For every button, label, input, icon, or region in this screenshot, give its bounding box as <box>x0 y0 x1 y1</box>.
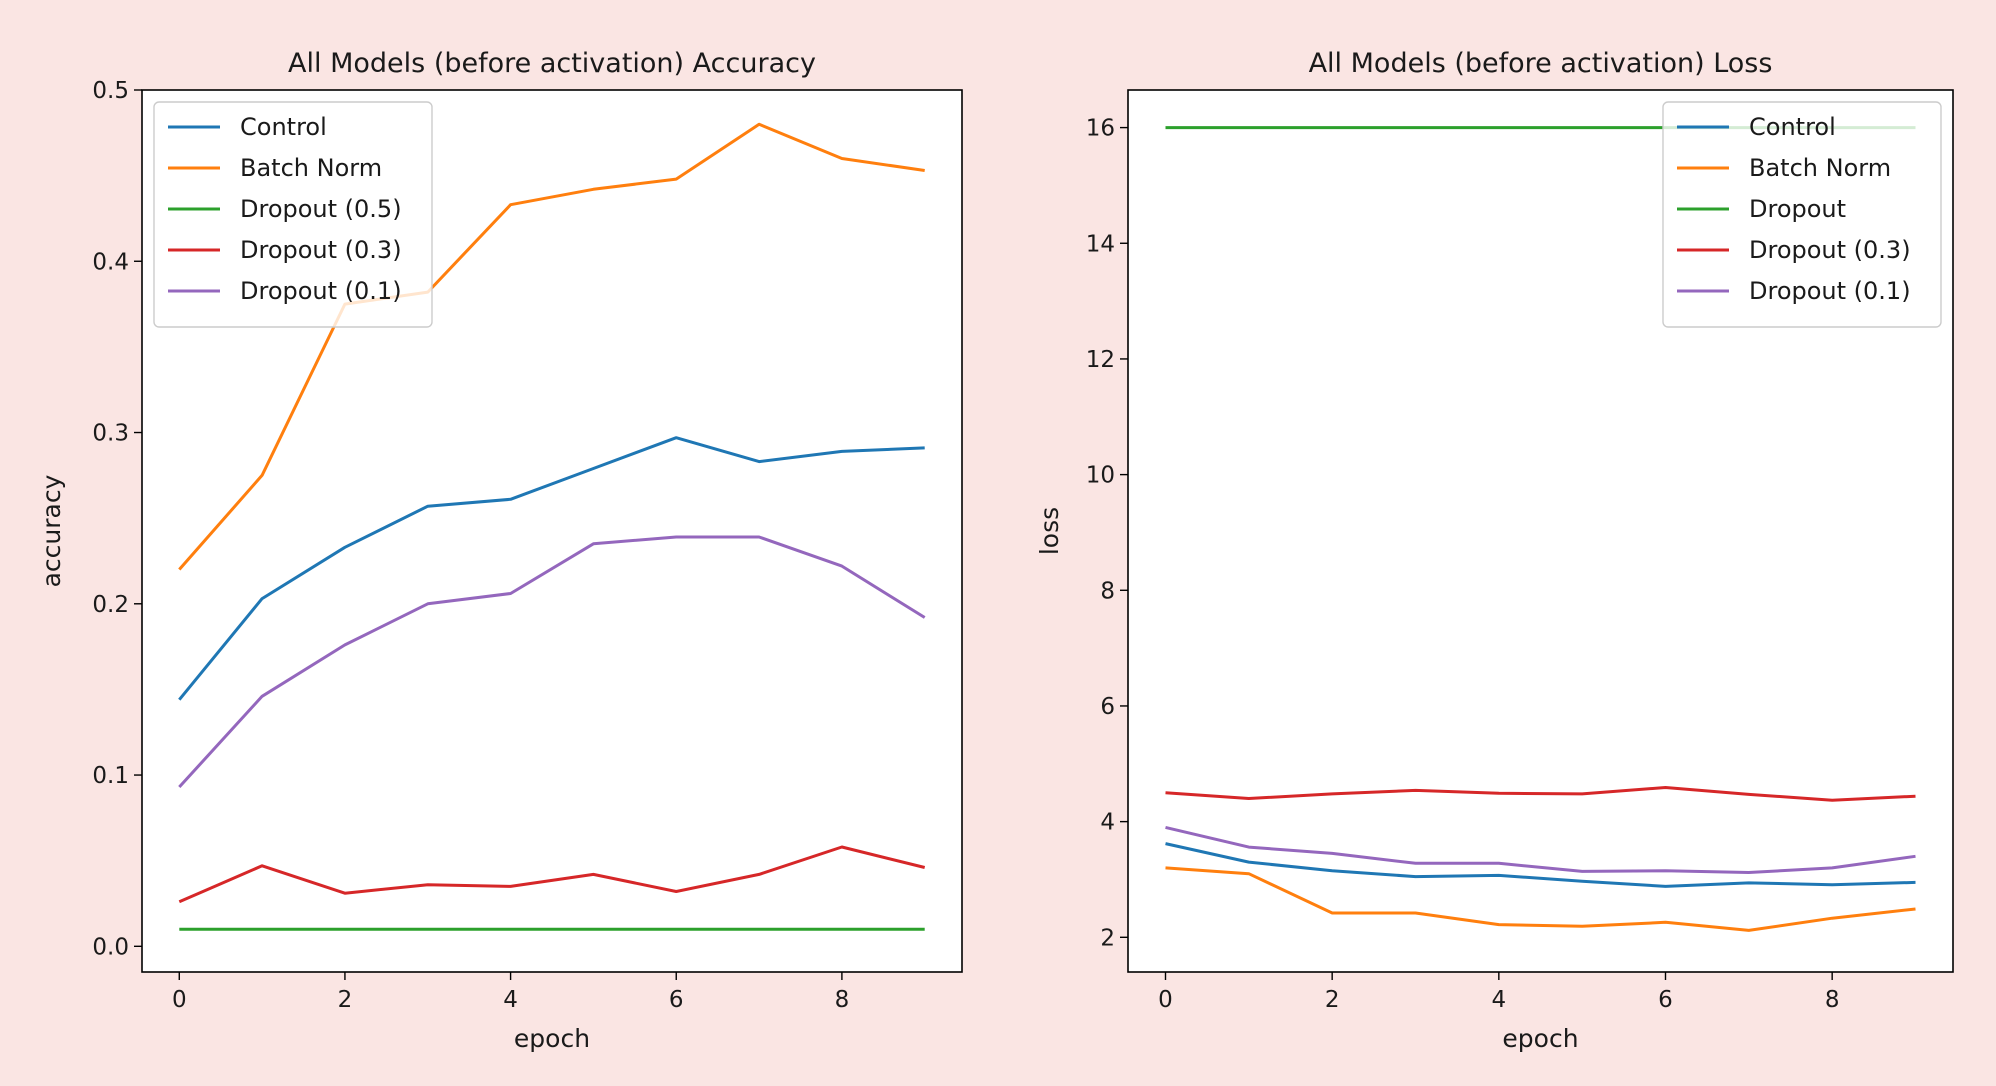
legend-label: Control <box>1749 113 1836 141</box>
legend-label: Dropout (0.5) <box>240 195 402 223</box>
y-tick-label: 6 <box>1100 694 1115 720</box>
series-line-4 <box>1165 786 1916 802</box>
series-line-1 <box>1165 842 1916 888</box>
y-tick-label: 0.4 <box>92 249 129 275</box>
x-tick-label: 6 <box>1658 987 1673 1013</box>
y-tick-label: 0.2 <box>92 592 129 618</box>
legend-label: Dropout (0.1) <box>240 277 402 305</box>
legend-label: Dropout <box>1749 195 1846 223</box>
series-line-1 <box>178 436 925 701</box>
y-tick-label: 0.1 <box>92 763 129 789</box>
x-tick-label: 2 <box>338 987 353 1013</box>
x-tick-label: 2 <box>1325 987 1340 1013</box>
x-tick-label: 0 <box>1158 987 1173 1013</box>
y-tick-label: 0.5 <box>92 78 129 104</box>
legend-label: Dropout (0.1) <box>1749 277 1911 305</box>
x-axis-label: epoch <box>1502 1024 1578 1053</box>
y-tick-label: 4 <box>1100 810 1115 836</box>
series-line-5 <box>1165 825 1916 874</box>
y-tick-label: 10 <box>1086 463 1115 489</box>
legend-label: Dropout (0.3) <box>1749 236 1911 264</box>
x-tick-label: 6 <box>669 987 684 1013</box>
legend-label: Batch Norm <box>240 154 382 182</box>
y-tick-label: 12 <box>1086 347 1115 373</box>
legend-box <box>1662 101 1942 328</box>
series-line-2 <box>178 122 925 571</box>
x-tick-label: 4 <box>503 987 518 1013</box>
legend-label: Dropout (0.3) <box>240 236 402 264</box>
y-tick-label: 16 <box>1086 116 1115 142</box>
x-axis-label: epoch <box>514 1024 590 1053</box>
plot-frame <box>141 89 963 973</box>
series-line-5 <box>178 535 926 789</box>
legend-label: Batch Norm <box>1749 154 1891 182</box>
chart-title: All Models (before activation) Loss <box>1309 48 1773 79</box>
y-tick-label: 2 <box>1100 925 1115 951</box>
series-line-2 <box>1165 866 1916 932</box>
x-tick-label: 8 <box>1825 987 1840 1013</box>
y-tick-label: 14 <box>1086 231 1115 257</box>
y-tick-label: 8 <box>1100 578 1115 604</box>
x-tick-label: 0 <box>172 987 187 1013</box>
loss-chart: 0 2 4 6 8 2 4 6 8 10 12 14 16 All Models (before acti… <box>1035 48 1954 1053</box>
x-tick-label: 8 <box>835 987 850 1013</box>
accuracy-chart: 0 2 4 6 8 0.0 0.1 0.2 0.3 0.4 0.5 All Models (befor… <box>37 48 963 1053</box>
chart-title: All Models (before activation) Accuracy <box>288 48 816 79</box>
y-tick-label: 0.0 <box>92 934 129 960</box>
y-axis-label: loss <box>1035 507 1064 555</box>
legend-label: Control <box>240 113 327 141</box>
legend-box <box>153 101 433 328</box>
y-axis-label: accuracy <box>37 474 66 587</box>
plot-frame <box>1127 89 1954 973</box>
x-tick-label: 4 <box>1492 987 1507 1013</box>
series-line-4 <box>178 845 926 904</box>
y-tick-label: 0.3 <box>92 421 129 447</box>
